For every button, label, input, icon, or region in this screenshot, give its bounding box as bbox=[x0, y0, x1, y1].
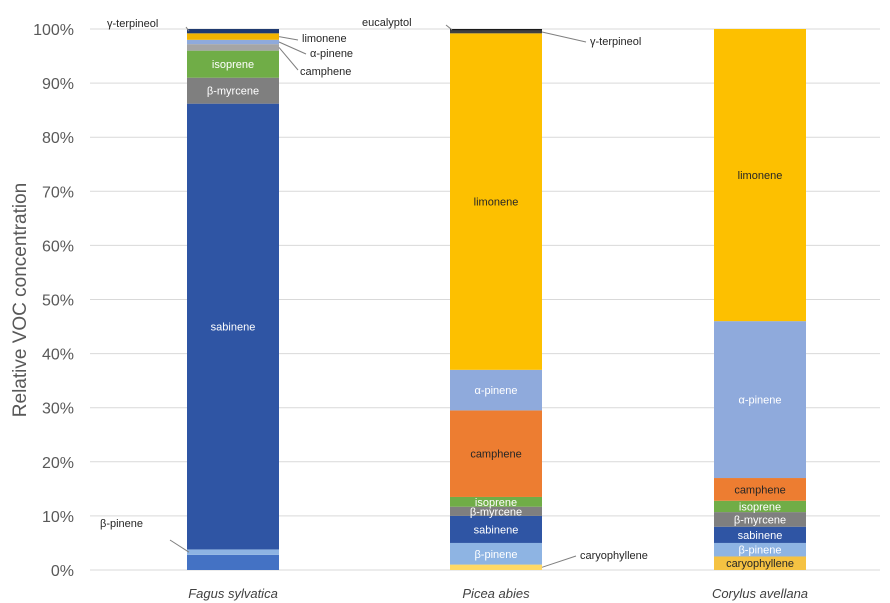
y-tick-label: 60% bbox=[42, 238, 74, 255]
y-tick-label: 40% bbox=[42, 347, 74, 364]
callout-leader-line bbox=[541, 31, 587, 43]
bar-segment-limonene bbox=[450, 33, 542, 370]
y-tick-label: 100% bbox=[33, 22, 74, 39]
bar-segment-isoprene bbox=[187, 50, 279, 78]
y-tick-label: 20% bbox=[42, 455, 74, 472]
y-axis-ticks: 0% 10% 20% 30% 40% 50% 60% 70% 80% 90% 100% bbox=[33, 22, 74, 580]
bar-segment-camphene bbox=[187, 44, 279, 51]
segment-label: sabinene bbox=[474, 524, 519, 536]
segment-labels: sabineneβ-myrceneisopreneβ-pinenesabinen… bbox=[207, 59, 794, 570]
y-tick-label: 90% bbox=[42, 76, 74, 93]
bar-segment-myrcene bbox=[714, 512, 806, 527]
x-axis-categories: Fagus sylvatica Picea abies Corylus avella… bbox=[188, 586, 808, 601]
bar-segment-myrcene bbox=[450, 506, 542, 516]
segment-label: isoprene bbox=[739, 501, 781, 513]
category-label: Fagus sylvatica bbox=[188, 586, 278, 601]
segment-label: sabinene bbox=[211, 322, 256, 334]
segment-label: β-pinene bbox=[738, 545, 781, 557]
callout-label: limonene bbox=[302, 33, 347, 45]
bar-segment-pinene bbox=[450, 542, 542, 565]
segment-label: limonene bbox=[738, 170, 783, 182]
bar-segment-sabinene bbox=[187, 103, 279, 550]
y-tick-label: 30% bbox=[42, 401, 74, 418]
callout-leader-line bbox=[445, 24, 453, 31]
callout-label: eucalyptol bbox=[362, 17, 412, 29]
bar-segment-pinene bbox=[187, 549, 279, 555]
segment-label: limonene bbox=[474, 197, 519, 209]
segment-label: camphene bbox=[734, 484, 785, 496]
bar-segment-eucalyptol bbox=[450, 29, 542, 31]
bar-segment bbox=[187, 554, 279, 570]
bar-segment-sabinene bbox=[714, 526, 806, 543]
callout-leader-line bbox=[541, 555, 577, 568]
bar-segment-caryophyllene bbox=[450, 564, 542, 570]
segment-label: α-pinene bbox=[738, 395, 781, 407]
callout-leader-line bbox=[278, 36, 299, 41]
callout-leader-line bbox=[278, 47, 299, 71]
bar-segment-terpineol bbox=[187, 29, 279, 34]
bar-segment-pinene bbox=[714, 542, 806, 557]
bars bbox=[187, 29, 806, 570]
category-label: Picea abies bbox=[462, 586, 530, 601]
bar-segment-isoprene bbox=[714, 500, 806, 513]
bar-segment-camphene bbox=[450, 410, 542, 497]
segment-label: β-myrcene bbox=[207, 86, 259, 98]
callout-label: γ-terpineol bbox=[107, 18, 158, 30]
bar-segment-isoprene bbox=[450, 496, 542, 507]
bar-segment-camphene bbox=[714, 478, 806, 501]
segment-label: sabinene bbox=[738, 530, 783, 542]
y-tick-label: 50% bbox=[42, 293, 74, 310]
callout-label: γ-terpineol bbox=[590, 36, 641, 48]
segment-label: isoprene bbox=[475, 497, 517, 509]
bar-segment-sabinene bbox=[450, 515, 542, 543]
callout-labels: β-pinene camphene α-pinene limonene γ-terpin… bbox=[100, 17, 648, 568]
segment-label: β-myrcene bbox=[734, 514, 786, 526]
segment-label: α-pinene bbox=[474, 385, 517, 397]
callout-leader-line bbox=[169, 539, 190, 553]
bar-segment-caryophyllene bbox=[714, 556, 806, 570]
y-tick-label: 10% bbox=[42, 509, 74, 526]
segment-label: camphene bbox=[470, 449, 521, 461]
segment-label: caryophyllene bbox=[726, 558, 794, 570]
bar-segment-pinene bbox=[714, 321, 806, 479]
bar-segment-limonene bbox=[187, 33, 279, 40]
bar-segment-terpineol bbox=[450, 30, 542, 34]
callout-label: α-pinene bbox=[310, 48, 353, 60]
callout-leader-line bbox=[278, 41, 307, 55]
bar-segment-pinene bbox=[450, 369, 542, 411]
bar-segment-limonene bbox=[714, 29, 806, 322]
y-tick-label: 0% bbox=[51, 563, 74, 580]
callout-label: β-pinene bbox=[100, 518, 143, 530]
y-tick-label: 70% bbox=[42, 184, 74, 201]
callout-label: caryophyllene bbox=[580, 550, 648, 562]
callout-leader-line bbox=[185, 26, 190, 32]
y-tick-label: 80% bbox=[42, 130, 74, 147]
segment-label: β-myrcene bbox=[470, 506, 522, 518]
segment-label: β-pinene bbox=[474, 549, 517, 561]
segment-label: isoprene bbox=[212, 59, 254, 71]
bar-segment-pinene bbox=[187, 39, 279, 45]
category-label: Corylus avellana bbox=[712, 586, 808, 601]
y-axis-label: Relative VOC concentration bbox=[10, 183, 31, 417]
bar-segment-myrcene bbox=[187, 77, 279, 104]
callout-label: camphene bbox=[300, 66, 351, 78]
